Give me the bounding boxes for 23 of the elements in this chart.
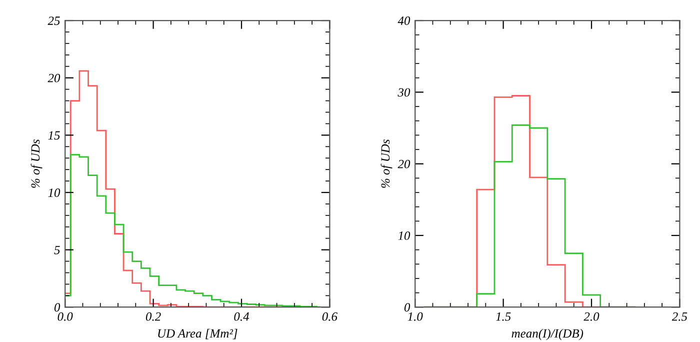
y-tick-label: 20 [398, 160, 410, 168]
y-tick-label: 30 [398, 88, 410, 97]
x-tick-label: 1.0 [408, 312, 423, 321]
y-tick-label: 5 [54, 246, 60, 254]
x-tick-label: 0.2 [146, 312, 161, 321]
y-tick-label: 25 [48, 16, 60, 25]
y-axis-title: % of UDs [30, 140, 42, 188]
x-tick-label: 1.5 [496, 312, 511, 321]
x-tick-label: 0.4 [234, 312, 250, 321]
x-tick-label: 2.0 [584, 312, 600, 321]
y-tick-label: 15 [48, 131, 60, 140]
y-axis-title: % of UDs [380, 140, 392, 188]
x-tick-label: 0.0 [58, 312, 73, 321]
x-axis-title: mean(I)/I(DB) [512, 328, 584, 340]
y-tick-label: 20 [48, 74, 60, 82]
x-tick-label: 0.6 [322, 312, 338, 321]
y-tick-label: 40 [398, 16, 410, 25]
x-tick-label: 2.5 [672, 312, 688, 321]
y-tick-label: 0 [54, 303, 60, 312]
y-tick-label: 0 [404, 303, 410, 312]
y-tick-label: 10 [398, 231, 410, 240]
x-axis-title: UD Area [Mm²] [158, 328, 238, 340]
y-tick-label: 10 [48, 188, 60, 197]
